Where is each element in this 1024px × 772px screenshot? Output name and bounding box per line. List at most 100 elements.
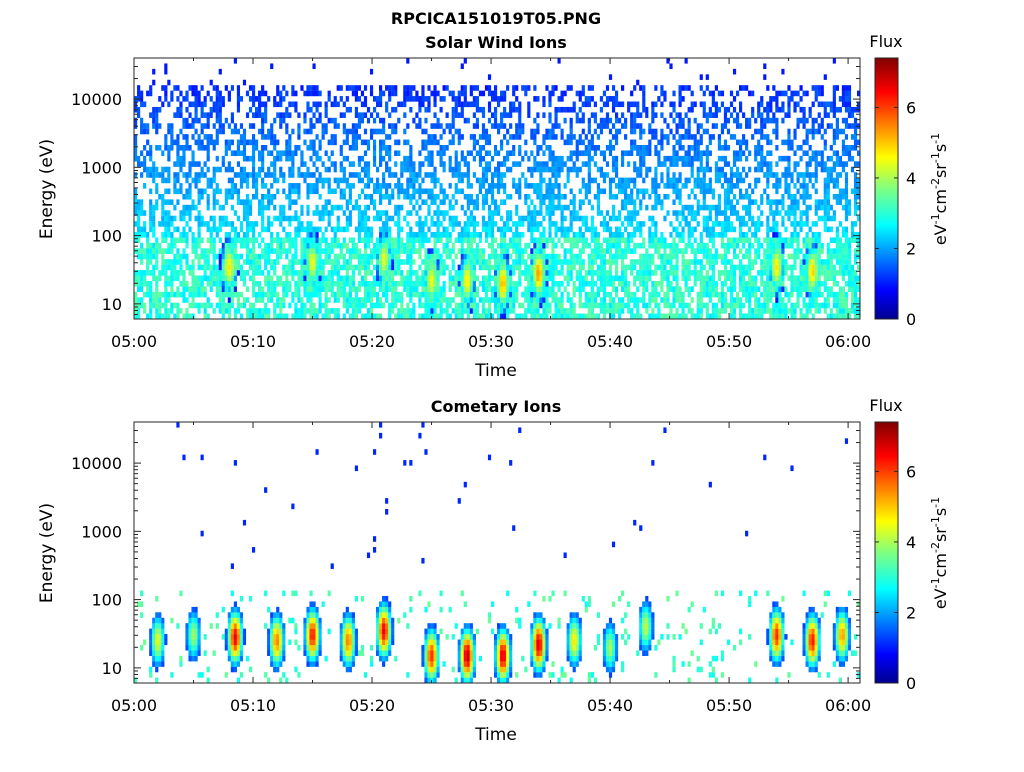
spectrogram-cell: [261, 253, 265, 260]
spectrogram-cell: [436, 139, 440, 146]
spectrogram-cell: [442, 199, 446, 205]
spectrogram-cell: [267, 297, 271, 303]
spectrogram-cell: [436, 302, 440, 309]
spectrogram-cell: [306, 264, 310, 271]
spectrogram-cell: [484, 172, 489, 178]
spectrogram-cell: [681, 302, 685, 309]
spectrogram-cell: [487, 101, 492, 108]
spectrogram-cell: [451, 280, 455, 287]
spectrogram-cell: [188, 101, 192, 108]
spectrogram-cell: [366, 172, 371, 178]
spectrogram-cell: [158, 96, 162, 102]
spectrogram-cell: [460, 177, 464, 184]
spectrogram-cell: [140, 117, 144, 124]
spectrogram-cell: [545, 128, 549, 135]
spectrogram-cell: [146, 90, 150, 97]
spectrogram-cell: [490, 123, 495, 129]
spectrogram-cell: [581, 275, 585, 282]
spectrogram-cell: [657, 302, 661, 309]
spectrogram-cell: [155, 166, 159, 173]
spectrogram-cell: [472, 221, 476, 227]
spectrogram-cell: [533, 188, 537, 195]
spectrogram-cell: [633, 259, 637, 265]
spectrogram-cell: [173, 313, 177, 320]
spectrogram-cell: [663, 215, 667, 222]
spectrogram-cell: [654, 232, 658, 238]
spectrogram-cell: [342, 193, 346, 200]
spectrogram-cell: [209, 112, 213, 118]
spectrogram-cell: [690, 232, 694, 238]
spectrogram-cell: [590, 280, 594, 287]
spectrogram-cell: [569, 155, 573, 162]
spectrogram-cell: [539, 145, 543, 151]
spectrogram-cell: [297, 145, 301, 151]
spectrogram-cell: [714, 248, 718, 254]
spectrogram-cell: [406, 302, 410, 309]
spectrogram-cell: [309, 128, 313, 135]
spectrogram-cell: [572, 204, 576, 211]
spectrogram-cell: [518, 313, 522, 320]
spectrogram-cell: [372, 199, 377, 205]
spectrogram-cell: [639, 188, 643, 195]
spectrogram-cell: [621, 253, 625, 260]
spectrogram-cell: [236, 85, 241, 91]
spectrogram-cell: [267, 280, 271, 287]
spectrogram-cell: [512, 161, 516, 167]
spectrogram-cell: [472, 253, 476, 260]
spectrogram-cell: [614, 139, 619, 146]
spectrogram-cell: [630, 199, 634, 205]
spectrogram-cell: [539, 264, 543, 271]
spectrogram-cell: [503, 155, 507, 162]
spectrogram-cell: [421, 199, 425, 205]
spectrogram-cell: [639, 155, 643, 162]
spectrogram-cell: [693, 248, 697, 254]
spectrogram-cell: [164, 145, 168, 151]
spectrogram-cell: [493, 259, 498, 265]
spectrogram-cell: [548, 264, 552, 271]
spectrogram-cell: [542, 270, 546, 276]
spectrogram-cell: [584, 101, 588, 108]
spectrogram-cell: [530, 128, 534, 135]
spectrogram-cell: [351, 253, 355, 260]
spectrogram-cell: [648, 226, 652, 233]
spectrogram-cell: [409, 286, 413, 292]
spectrogram-cell: [273, 270, 277, 276]
spectrogram-cell: [424, 297, 428, 303]
spectrogram-cell: [400, 270, 404, 276]
spectrogram-cell: [209, 183, 213, 189]
spectrogram-cell: [152, 253, 156, 260]
spectrogram-cell: [521, 270, 525, 276]
spectrogram-cell: [512, 259, 516, 265]
spectrogram-cell: [651, 313, 655, 320]
spectrogram-cell: [236, 291, 241, 298]
spectrogram-cell: [149, 150, 153, 157]
spectrogram-cell: [506, 253, 510, 260]
spectrogram-cell: [409, 106, 413, 113]
spectrogram-cell: [666, 193, 670, 200]
spectrogram-cell: [149, 280, 153, 287]
spectrogram-cell: [303, 117, 307, 124]
spectrogram-cell: [596, 145, 600, 151]
spectrogram-cell: [696, 275, 700, 282]
spectrogram-cell: [248, 302, 253, 309]
spectrogram-cell: [430, 302, 434, 309]
spectrogram-cell: [666, 270, 670, 276]
spectrogram-cell: [406, 286, 410, 292]
spectrogram-cell: [599, 117, 604, 124]
spectrogram-cell: [618, 253, 622, 260]
spectrogram-cell: [303, 275, 307, 282]
spectrogram-cell: [372, 139, 377, 146]
spectrogram-cell: [642, 242, 646, 249]
spectrogram-cell: [711, 134, 715, 140]
spectrogram-cell: [339, 150, 343, 157]
spectrogram-cell: [273, 155, 277, 162]
spectrogram-cell: [663, 96, 667, 102]
spectrogram-cell: [605, 275, 610, 282]
spectrogram-cell: [427, 155, 431, 162]
spectrogram-cell: [385, 286, 389, 292]
spectrogram-cell: [509, 166, 513, 173]
spectrogram-cell: [327, 253, 331, 260]
spectrogram-cell: [273, 313, 277, 320]
spectrogram-cell: [230, 226, 234, 233]
spectrogram-cell: [303, 172, 307, 178]
